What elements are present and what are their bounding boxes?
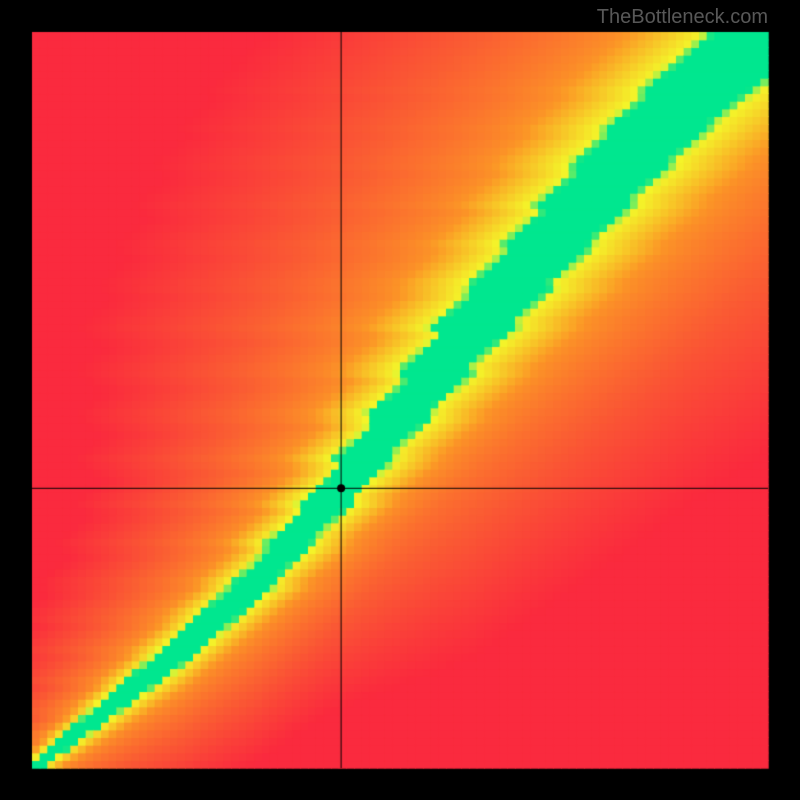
watermark-text: TheBottleneck.com (597, 6, 768, 29)
chart-container: TheBottleneck.com (0, 0, 800, 800)
bottleneck-heatmap (0, 0, 800, 800)
